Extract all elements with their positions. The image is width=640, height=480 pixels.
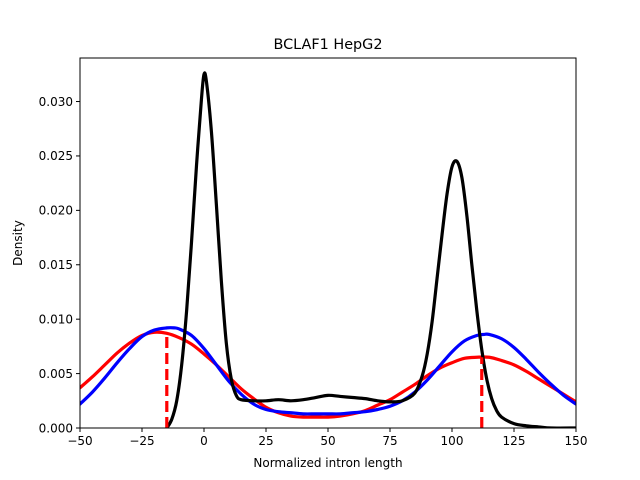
x-tick-label: 125 (503, 434, 526, 448)
x-tick-label: 25 (258, 434, 273, 448)
x-tick-label: 0 (200, 434, 208, 448)
x-tick-label: −50 (67, 434, 92, 448)
y-tick-label: 0.005 (39, 367, 73, 381)
y-tick-label: 0.015 (39, 258, 73, 272)
chart-title: BCLAF1 HepG2 (274, 37, 383, 53)
x-tick-label: 75 (382, 434, 397, 448)
y-tick-label: 0.000 (39, 421, 73, 435)
series-line-blue (80, 326, 576, 416)
x-tick-label: 50 (320, 434, 335, 448)
y-tick-label: 0.020 (39, 204, 73, 218)
x-tick-label: 100 (441, 434, 464, 448)
y-tick-label: 0.010 (39, 312, 73, 326)
y-axis-label: Density (11, 220, 25, 266)
x-tick-label: −25 (129, 434, 154, 448)
series-line-red (80, 330, 576, 419)
plot-area (80, 71, 576, 428)
series-group (80, 71, 576, 428)
y-tick-label: 0.025 (39, 149, 73, 163)
series-line-black (165, 71, 576, 428)
x-tick-label: 150 (565, 434, 588, 448)
x-axis-label: Normalized intron length (253, 456, 402, 470)
axes: −50 −25 0 25 50 75 100 125 150 0.000 0.005 0.010 0.0… (39, 57, 588, 448)
y-tick-label: 0.030 (39, 95, 73, 109)
